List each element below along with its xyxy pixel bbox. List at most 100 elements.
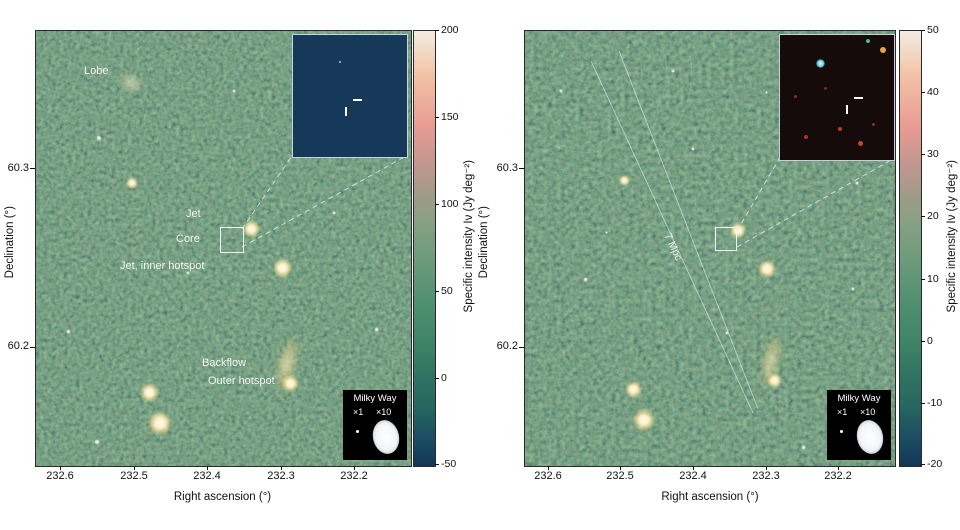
colorbar-b [899, 30, 922, 467]
colorbar-label-a: Specific intensity Iν (Jy deg⁻²) [463, 160, 475, 313]
radio-map-b: 7 Mpc Milky Way ×1 ×10 [524, 30, 896, 467]
x-tick-label: 232.2 [824, 470, 852, 482]
tick-mark [435, 291, 439, 292]
radio-source [625, 381, 642, 398]
x-tick-label: 232.6 [46, 470, 74, 482]
y-tick-label: 60.2 [496, 340, 518, 352]
colorbar-tick-label: 50 [927, 24, 939, 36]
tick-mark [435, 117, 439, 118]
colorbar-a [413, 30, 436, 467]
legend-scale-x10: ×10 [376, 407, 392, 417]
legend-scale-x1: ×1 [837, 407, 848, 417]
source-marker-icon [854, 97, 863, 99]
tick-mark [921, 154, 925, 155]
tick-mark [548, 466, 549, 470]
radio-source [801, 445, 806, 450]
tick-mark [435, 378, 439, 379]
radio-source [126, 177, 138, 189]
colorbar-tick-label: 150 [441, 111, 459, 123]
zoom-inset-a [292, 34, 408, 158]
colorbar-tick-label: 0 [927, 335, 933, 347]
x-tick-label: 232.2 [340, 470, 368, 482]
tick-mark [435, 464, 439, 465]
radio-source [559, 89, 563, 93]
tick-mark [921, 216, 925, 217]
radio-source [94, 439, 100, 445]
y-axis-label-b: Declination (°) [478, 206, 490, 279]
tick-mark [30, 347, 35, 348]
colorbar-tick-label: 40 [927, 86, 939, 98]
annotation-jet: Jet [186, 208, 201, 220]
x-tick-label: 232.3 [267, 470, 295, 482]
source-marker-icon [353, 99, 362, 101]
annotation-lobe: Lobe [84, 65, 109, 77]
annotation-backflow: Backflow [202, 357, 247, 369]
colorbar-tick-label: -20 [927, 458, 943, 470]
x-axis-label-a: Right ascension (°) [173, 491, 272, 503]
legend-title: Milky Way [353, 393, 397, 404]
inset-star [339, 61, 341, 63]
colorbar-tick-label: 30 [927, 148, 939, 160]
tick-mark [921, 341, 925, 342]
colorbar-tick-label: -10 [927, 397, 943, 409]
x-tick-label: 232.5 [606, 470, 634, 482]
tick-mark [838, 466, 839, 470]
radio-source [633, 409, 655, 431]
radio-source [671, 69, 675, 73]
y-tick-label: 60.3 [496, 162, 518, 174]
colorbar-tick-label: 50 [441, 285, 453, 297]
core-zoom-box [220, 227, 244, 253]
inset-red-star [872, 123, 875, 126]
tick-mark [519, 168, 524, 169]
annotation-core: Core [176, 233, 200, 245]
legend-title: Milky Way [837, 393, 881, 404]
tick-mark [921, 403, 925, 404]
radio-source [851, 287, 855, 291]
outer-hotspot-source [282, 375, 299, 392]
x-axis-label-b: Right ascension (°) [661, 491, 759, 503]
radio-source [374, 327, 379, 332]
tick-mark [60, 466, 61, 470]
radio-source [619, 175, 630, 186]
milky-way-legend: Milky Way ×1 ×10 [343, 390, 407, 460]
inset-red-star [794, 95, 797, 98]
radio-source [583, 277, 588, 282]
radio-source [148, 411, 172, 435]
radio-source [765, 91, 768, 94]
tick-mark [435, 204, 439, 205]
inset-red-star [824, 87, 827, 90]
outer-hotspot-source [767, 373, 782, 388]
colorbar-tick-label: 200 [441, 24, 459, 36]
annotation-outer-hotspot: Outer hotspot [208, 375, 275, 387]
colorbar-label-b: Specific intensity Iν (Jy deg⁻²) [946, 160, 958, 313]
radio-source [232, 89, 236, 93]
milky-way-legend: Milky Way ×1 ×10 [827, 390, 891, 460]
radio-source [855, 181, 859, 185]
x-tick-label: 232.4 [193, 470, 221, 482]
tick-mark [921, 279, 925, 280]
radio-source [66, 329, 71, 334]
y-axis-label-a: Declination (°) [4, 206, 16, 279]
legend-scale-x10: ×10 [860, 407, 876, 417]
inset-red-star [838, 127, 842, 131]
tick-mark [281, 466, 282, 470]
radio-source [186, 271, 190, 275]
beam-dot-icon [356, 430, 359, 433]
tick-mark [921, 92, 925, 93]
source-marker-icon [345, 107, 347, 116]
tick-mark [207, 466, 208, 470]
tick-mark [354, 466, 355, 470]
inset-blue-star [816, 59, 825, 68]
radio-source [332, 211, 336, 215]
lobe-emission [118, 75, 144, 91]
y-tick-label: 60.2 [7, 340, 29, 352]
tick-mark [620, 466, 621, 470]
radio-map-a: Lobe Jet Core Jet, inner hotspot Backflo… [35, 30, 412, 467]
core-zoom-box [715, 227, 737, 251]
colorbar-tick-label: 0 [441, 372, 447, 384]
beam-ellipse-icon [853, 417, 887, 457]
radio-source [725, 331, 729, 335]
zoom-inset-optical [779, 34, 895, 161]
legend-scale-x1: ×1 [353, 407, 364, 417]
